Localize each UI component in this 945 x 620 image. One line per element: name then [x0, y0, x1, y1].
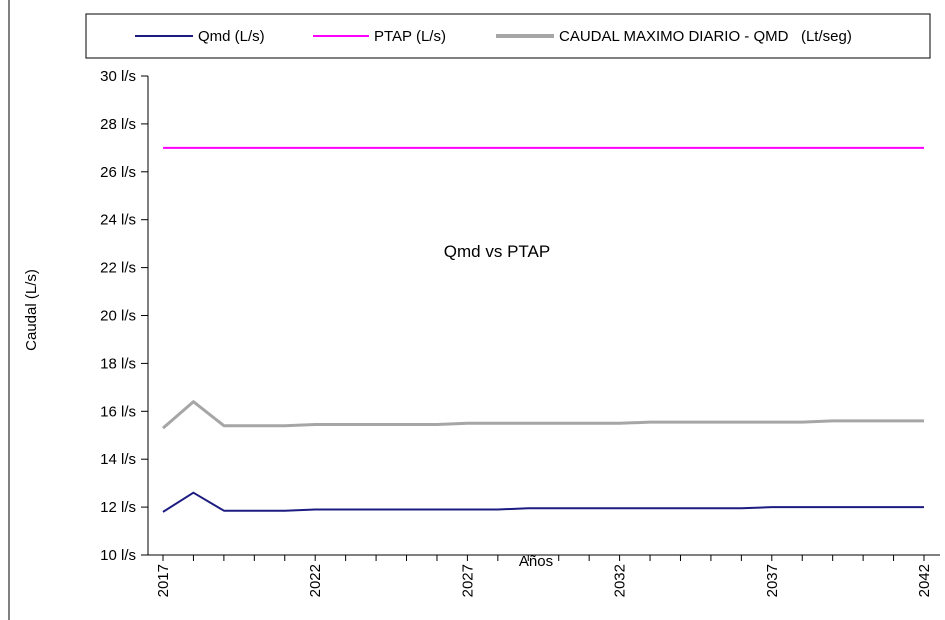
x-tick-label: 2027 [459, 564, 476, 597]
chart-annotation: Qmd vs PTAP [444, 242, 550, 261]
legend-label-qmd: Qmd (L/s) [198, 28, 265, 45]
x-tick-label: 2032 [612, 564, 629, 597]
plot-series [162, 146, 924, 513]
x-axis-ticks: 2017 2022 2027 2032 2037 2042 [155, 555, 933, 597]
y-tick-label: 14 l/s [100, 451, 136, 468]
y-axis-title: Caudal (L/s) [23, 269, 40, 351]
x-tick-label: 2037 [764, 564, 781, 597]
x-axis-title: Años [519, 553, 553, 570]
x-tick-label: 2017 [155, 564, 172, 597]
y-tick-label: 20 l/s [100, 308, 136, 325]
y-tick-label: 26 l/s [100, 164, 136, 181]
y-tick-label: 22 l/s [100, 260, 136, 277]
y-tick-label: 24 l/s [100, 212, 136, 229]
y-tick-label: 30 l/s [100, 68, 136, 85]
legend: Qmd (L/s) PTAP (L/s) CAUDAL MAXIMO DIARI… [85, 13, 931, 59]
y-tick-label: 16 l/s [100, 403, 136, 420]
x-tick-label: 2022 [307, 564, 324, 597]
y-axis-ticks: 10 l/s 12 l/s 14 l/s 16 l/s 18 l/s 20 l/s 22 l… [100, 68, 148, 564]
series-line-caudal-maximo [162, 400, 924, 430]
y-tick-label: 18 l/s [100, 355, 136, 372]
y-tick-label: 12 l/s [100, 499, 136, 516]
legend-label-caudal-maximo: CAUDAL MAXIMO DIARIO - QMD (Lt/seg) [559, 28, 852, 45]
y-tick-label: 28 l/s [100, 116, 136, 133]
series-line-qmd [162, 491, 924, 513]
legend-label-ptap: PTAP (L/s) [374, 28, 446, 45]
x-tick-label: 2042 [916, 564, 933, 597]
y-tick-label: 10 l/s [100, 547, 136, 564]
